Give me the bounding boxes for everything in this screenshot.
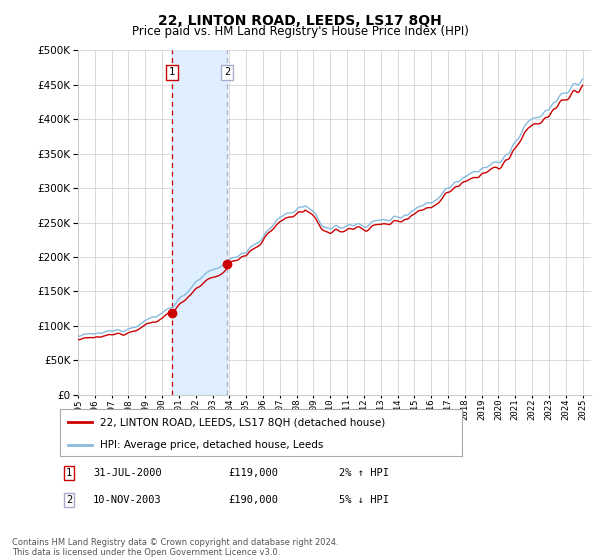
Text: 22, LINTON ROAD, LEEDS, LS17 8QH: 22, LINTON ROAD, LEEDS, LS17 8QH <box>158 14 442 28</box>
Text: 31-JUL-2000: 31-JUL-2000 <box>93 468 162 478</box>
Text: 5% ↓ HPI: 5% ↓ HPI <box>339 495 389 505</box>
Text: 2% ↑ HPI: 2% ↑ HPI <box>339 468 389 478</box>
Text: Contains HM Land Registry data © Crown copyright and database right 2024.
This d: Contains HM Land Registry data © Crown c… <box>12 538 338 557</box>
Text: 10-NOV-2003: 10-NOV-2003 <box>93 495 162 505</box>
Bar <box>172 50 227 395</box>
Text: 1: 1 <box>169 67 175 77</box>
Text: £119,000: £119,000 <box>228 468 278 478</box>
Text: 2: 2 <box>224 67 230 77</box>
Text: 1: 1 <box>66 468 72 478</box>
Text: 2: 2 <box>66 495 72 505</box>
Text: Price paid vs. HM Land Registry's House Price Index (HPI): Price paid vs. HM Land Registry's House … <box>131 25 469 38</box>
Text: 22, LINTON ROAD, LEEDS, LS17 8QH (detached house): 22, LINTON ROAD, LEEDS, LS17 8QH (detach… <box>100 417 385 427</box>
Text: £190,000: £190,000 <box>228 495 278 505</box>
Text: HPI: Average price, detached house, Leeds: HPI: Average price, detached house, Leed… <box>100 440 323 450</box>
